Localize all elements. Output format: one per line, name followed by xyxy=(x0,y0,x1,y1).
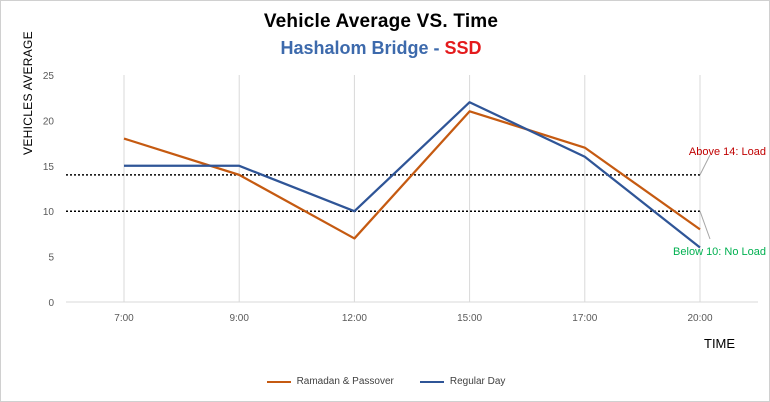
legend-item-regular: Regular Day xyxy=(419,376,506,387)
threshold-leader-14 xyxy=(699,154,711,176)
y-tick-label: 20 xyxy=(43,116,55,127)
subtitle-separator: - xyxy=(428,38,445,58)
legend-label-ramadan: Ramadan & Passover xyxy=(296,376,394,387)
chart-title: Vehicle Average VS. Time xyxy=(263,11,499,32)
chart-subtitle: Hashalom Bridge - SSD xyxy=(1,38,761,59)
threshold-leader-10 xyxy=(699,211,711,240)
y-tick-label: 0 xyxy=(48,298,54,309)
series-line-regular xyxy=(124,101,701,249)
legend-item-ramadan: Ramadan & Passover xyxy=(266,376,394,387)
x-tick-label: 9:00 xyxy=(229,313,249,324)
subtitle-method: SSD xyxy=(444,38,482,58)
y-tick-label: 15 xyxy=(43,162,55,173)
x-tick-label: 17:00 xyxy=(572,313,597,324)
x-tick-label: 12:00 xyxy=(342,313,367,324)
y-tick-label: 25 xyxy=(43,71,55,82)
legend-swatch-ramadan xyxy=(266,380,291,383)
x-tick-label: 7:00 xyxy=(114,313,134,324)
x-axis-label: TIME xyxy=(704,336,736,351)
y-tick-label: 5 xyxy=(48,253,54,264)
legend-label-regular: Regular Day xyxy=(449,376,506,387)
threshold-label-14: Above 14: Load xyxy=(689,146,766,158)
legend: Ramadan & Passover Regular Day xyxy=(1,376,770,387)
y-tick-label: 10 xyxy=(43,207,55,218)
x-tick-label: 20:00 xyxy=(687,313,712,324)
legend-swatch-regular xyxy=(419,380,444,383)
subtitle-location: Hashalom Bridge xyxy=(280,38,429,58)
x-tick-label: 15:00 xyxy=(457,313,482,324)
threshold-label-10: Below 10: No Load xyxy=(673,246,766,258)
series-line-ramadan xyxy=(123,110,701,240)
